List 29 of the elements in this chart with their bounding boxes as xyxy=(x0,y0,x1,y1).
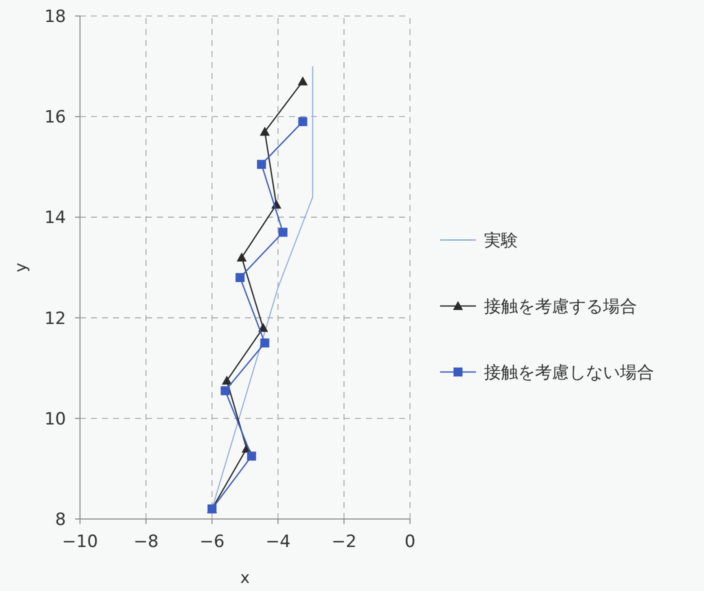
y-axis-title: y xyxy=(11,262,30,272)
point xyxy=(236,252,247,262)
point xyxy=(260,126,270,136)
legend-label: 接触を考慮しない場合 xyxy=(484,363,654,383)
point xyxy=(222,376,232,385)
x-tick-label: −2 xyxy=(331,532,357,552)
y-tick-label: 14 xyxy=(44,208,66,228)
x-tick-label: 0 xyxy=(404,532,416,552)
point xyxy=(236,273,245,282)
x-tick-label: −8 xyxy=(133,532,159,552)
y-tick-label: 16 xyxy=(44,108,66,128)
point xyxy=(257,160,266,169)
point xyxy=(278,228,288,237)
y-tick-label: 10 xyxy=(44,409,66,430)
point xyxy=(260,338,270,348)
legend-label: 実験 xyxy=(484,231,518,251)
y-tick-label: 18 xyxy=(44,7,66,27)
x-tick-label: −10 xyxy=(62,532,98,552)
y-tick-label: 8 xyxy=(55,510,66,530)
x-tick-label: −6 xyxy=(199,532,225,552)
point xyxy=(298,76,308,86)
legend-label: 接触を考慮する場合 xyxy=(484,297,637,317)
y-tick-label: 12 xyxy=(44,308,66,329)
x-tick-label: −4 xyxy=(265,532,291,552)
point xyxy=(298,117,308,126)
point xyxy=(220,386,230,396)
point xyxy=(247,452,256,461)
point xyxy=(258,322,268,332)
x-axis-title: x xyxy=(240,568,250,587)
